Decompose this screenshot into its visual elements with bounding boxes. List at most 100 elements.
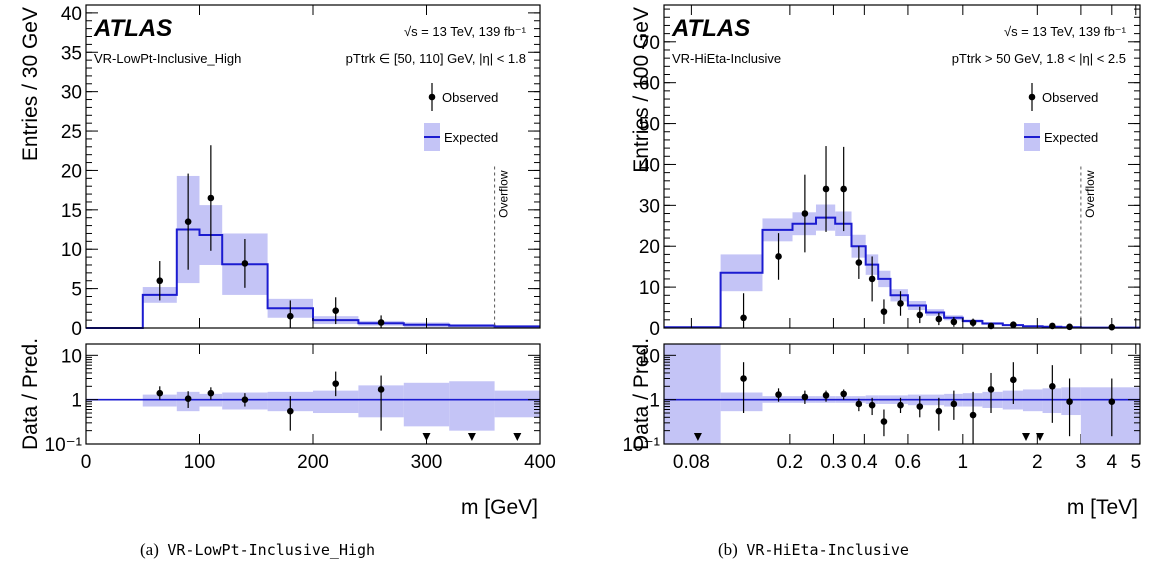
x-axis-title: m [GeV]: [461, 496, 538, 519]
observed-point: [969, 319, 977, 326]
ratio-y-axis-title: Data / Pred.: [19, 338, 42, 450]
ratio-y-axis-title: Data / Pred.: [630, 338, 653, 450]
ratio-point: [1049, 383, 1056, 390]
ratio-point: [184, 395, 192, 403]
ratio-point: [740, 375, 747, 382]
observed-point: [935, 315, 943, 323]
ratio-point: [1066, 398, 1073, 405]
observed-point: [1010, 321, 1017, 329]
x-tick-label: 0.4: [851, 452, 878, 473]
x-tick-label: 3: [1076, 452, 1087, 473]
overflow-label: Overflow: [497, 170, 511, 218]
ratio-band-bin: [664, 344, 721, 444]
observed-point: [287, 312, 294, 320]
caption-a-name: VR-LowPt-Inclusive_High: [167, 541, 376, 559]
observed-point: [897, 300, 904, 307]
x-tick-label: 0.3: [820, 452, 846, 473]
x-tick-label: 1: [958, 452, 969, 473]
ratio-point: [241, 396, 249, 403]
observed-point: [950, 318, 958, 326]
ratio-frame: [663, 343, 1141, 445]
ratio-point: [950, 400, 958, 408]
ratio-point: [822, 392, 830, 399]
caption-b-name: VR-HiEta-Inclusive: [746, 541, 909, 559]
ratio-point: [855, 400, 863, 408]
overflow-label: Overflow: [1083, 170, 1097, 218]
y-tick-label: 0: [649, 319, 660, 340]
y-tick-label: 20: [61, 161, 82, 182]
atlas-label: ATLAS: [671, 15, 750, 42]
ratio-band-bin: [449, 381, 495, 431]
energy-lumi-label: √s = 13 TeV, 139 fb⁻¹: [1004, 24, 1127, 39]
observed-point: [332, 307, 340, 314]
ratio-point: [156, 389, 164, 397]
observed-point: [241, 260, 249, 267]
observed-point: [880, 308, 888, 315]
observed-point: [822, 185, 830, 193]
ratio-point: [332, 380, 340, 387]
region-label: VR-LowPt-Inclusive_High: [94, 51, 241, 66]
expected-histogram-line: [86, 228, 540, 329]
observed-point: [855, 259, 863, 266]
ratio-band-bin: [720, 392, 763, 412]
y-tick-label: 40: [639, 155, 660, 176]
x-tick-label: 0.6: [895, 452, 921, 473]
legend-observed-marker: [1028, 93, 1036, 101]
expected-histogram-line: [664, 216, 1140, 329]
legend-observed-label: Observed: [1042, 90, 1098, 105]
caption-b: (b) VR-HiEta-Inclusive: [718, 540, 909, 560]
y-axis-title: Entries / 100 GeV: [630, 7, 653, 173]
chart-panel-b: Overflow 0 10 20 30 40 50 60 70 0.08 0.2 0.3 0.4 0.6 1…: [623, 4, 1141, 519]
energy-lumi-label: √s = 13 TeV, 139 fb⁻¹: [404, 24, 527, 39]
ratio-band-bin: [1080, 387, 1140, 444]
y-tick-label: 30: [61, 83, 82, 104]
observed-point: [775, 253, 782, 260]
legend-observed-marker: [428, 93, 436, 101]
ratio-down-arrow: [1021, 433, 1030, 441]
x-tick-label: 0.2: [777, 452, 803, 473]
x-tick-label: 0.08: [673, 452, 710, 473]
y-tick-label: 5: [71, 280, 82, 301]
observed-point: [377, 319, 385, 326]
x-tick-label: 200: [297, 452, 329, 473]
y-tick-label: 50: [639, 115, 660, 136]
caption-a-label: (a): [140, 540, 159, 559]
ratio-down-arrow: [1035, 433, 1044, 441]
x-tick-label: 400: [524, 452, 556, 473]
ratio-point: [916, 403, 924, 410]
x-tick-label: 2: [1032, 452, 1043, 473]
ratio-frame: [85, 343, 541, 445]
y-tick-label: 30: [639, 196, 660, 217]
observed-point: [840, 185, 847, 193]
y-tick-label: 70: [639, 33, 660, 54]
y-tick-label: 25: [61, 122, 82, 143]
y-tick-label: 20: [639, 237, 660, 258]
ratio-point: [987, 386, 995, 393]
ratio-point: [775, 391, 782, 398]
legend-expected-label: Expected: [444, 130, 498, 145]
y-tick-label: 0: [71, 319, 82, 340]
observed-point: [916, 311, 924, 319]
ratio-down-arrow: [467, 433, 476, 441]
y-tick-label: 35: [61, 43, 82, 64]
x-tick-label: 100: [184, 452, 216, 473]
main-frame: [663, 4, 1141, 329]
ratio-point: [868, 401, 876, 409]
ratio-point: [880, 418, 888, 425]
y-axis-title: Entries / 30 GeV: [19, 7, 42, 161]
ratio-point: [969, 411, 977, 419]
ratio-band-bin: [142, 394, 177, 407]
x-tick-label: 0: [81, 452, 92, 473]
ratio-down-arrow: [513, 433, 522, 441]
ratio-point: [377, 386, 385, 393]
ratio-point: [287, 407, 294, 415]
observed-point: [207, 194, 215, 202]
y-tick-label: 10: [61, 240, 82, 261]
ratio-y-tick-label: 10: [61, 346, 82, 367]
observed-point: [801, 210, 809, 217]
caption-b-label: (b): [718, 540, 738, 559]
ratio-y-tick-label: 1: [71, 391, 82, 412]
ratio-y-tick-label: 10⁻¹: [623, 435, 661, 456]
y-tick-label: 40: [61, 4, 82, 25]
